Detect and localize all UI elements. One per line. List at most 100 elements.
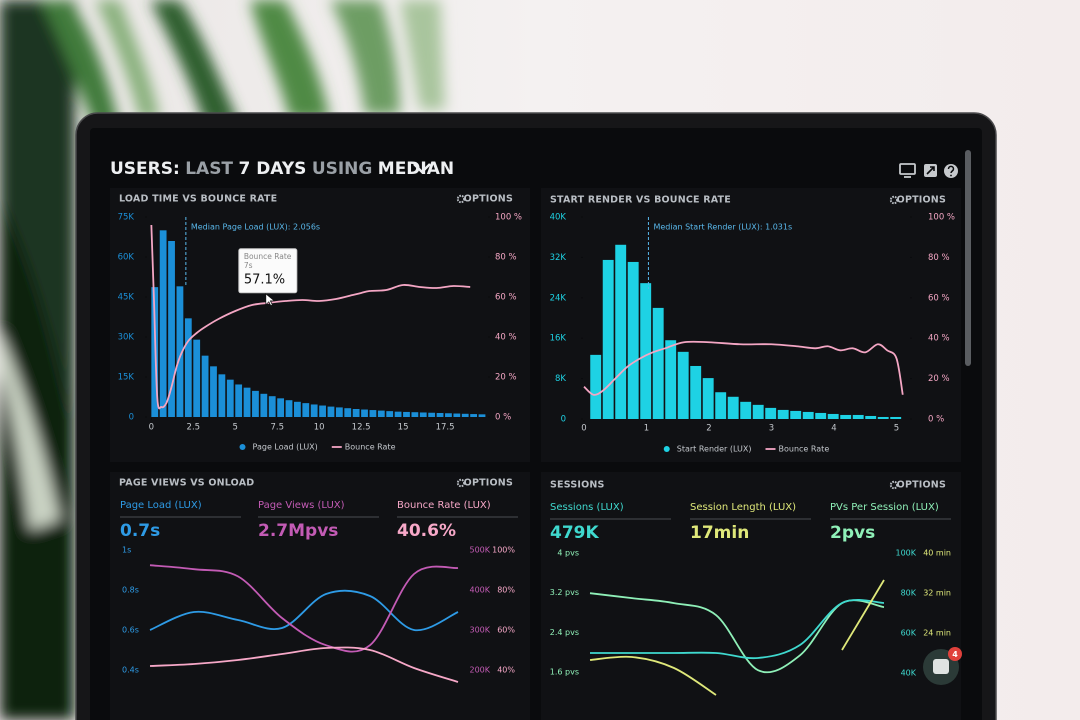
bar <box>690 365 702 419</box>
bar <box>168 241 175 417</box>
y-tick-label: 0 <box>561 415 566 425</box>
panel-background <box>110 472 530 720</box>
y2-tick-label: 80 % <box>495 253 517 263</box>
y-tick-label: 40K <box>550 213 567 223</box>
bar <box>411 412 419 417</box>
chat-badge <box>948 647 962 661</box>
bar <box>852 414 864 419</box>
bar <box>665 340 677 419</box>
bar <box>285 400 293 417</box>
y-tick-label: 60K <box>118 253 135 263</box>
bar <box>840 414 852 419</box>
y-tick-label: 0.8s <box>122 586 139 595</box>
options-button[interactable]: OPTIONS <box>464 194 513 205</box>
line-series <box>583 340 904 396</box>
bar <box>453 413 461 417</box>
y-tick-label: 4 pvs <box>557 548 579 557</box>
options-button[interactable]: OPTIONS <box>897 195 946 206</box>
y2-tick-label: 400K <box>469 586 490 595</box>
bar <box>403 411 410 417</box>
y-tick-label: 3.2 pvs <box>550 588 579 597</box>
chart-panel: SESSIONS OPTIONS 4 pvs 3.2 pvs 2.4 pvs 1.6 pv… <box>541 472 961 720</box>
bar <box>815 412 827 419</box>
bar <box>640 283 652 419</box>
options-button[interactable]: OPTIONS <box>897 480 946 491</box>
metric-value: 2pvs <box>830 523 875 543</box>
y2-tick-label: 200K <box>469 666 490 675</box>
y3-tick-label: 24 min <box>923 629 951 638</box>
y3-tick-label: 40 min <box>923 549 951 558</box>
y-tick-label: 1.6 pvs <box>550 668 579 677</box>
tooltip-box <box>238 248 298 294</box>
chart-panel: START RENDER VS BOUNCE RATE OPTIONS 0 8K 16K… <box>541 188 961 462</box>
bar <box>777 409 789 419</box>
y-tick-label: 15K <box>118 373 135 383</box>
scrollbar <box>965 150 971 366</box>
bar <box>159 230 167 417</box>
bar <box>210 366 217 417</box>
bar <box>436 413 444 417</box>
median-label: Median Start Render (LUX): 1.031s <box>653 223 792 232</box>
x-tick-label: 4 <box>831 424 836 434</box>
bar <box>790 410 802 419</box>
chat-badge-count: 4 <box>952 650 958 659</box>
bar <box>394 411 402 417</box>
x-tick-label: 15 <box>398 423 409 433</box>
options-gear <box>456 478 466 488</box>
bar <box>226 379 234 417</box>
chat-widget[interactable]: 4 <box>923 647 962 685</box>
legend-swatch <box>663 446 670 452</box>
metric-value: 0.7s <box>120 521 160 541</box>
leaf-highlight <box>0 330 60 530</box>
legend-label: Bounce Rate <box>345 443 396 452</box>
y3-tick-label: 100% <box>492 546 515 555</box>
title-part: LAST <box>185 159 233 179</box>
bar <box>344 408 352 417</box>
leaf <box>400 0 445 110</box>
metric-label: Page Views (LUX) <box>258 500 345 511</box>
metric-label: Sessions (LUX) <box>550 502 624 513</box>
bar <box>865 415 877 419</box>
chart-title: SESSIONS <box>550 480 605 491</box>
y2-tick-label: 0 % <box>928 415 944 425</box>
bar <box>702 378 714 419</box>
y3-tick-label: 40% <box>497 666 515 675</box>
help-dot <box>950 174 952 177</box>
x-tick-label: 5 <box>233 423 238 433</box>
dropdown-chevron[interactable] <box>413 163 431 174</box>
bar <box>727 396 739 419</box>
y-tick-label: 30K <box>118 333 135 343</box>
line-series <box>590 599 885 660</box>
y-tick-label: 8K <box>555 374 566 384</box>
line-series <box>149 589 459 632</box>
bar <box>765 407 777 419</box>
y2-tick-label: 60 % <box>928 293 950 303</box>
bar <box>218 374 226 417</box>
help-icon[interactable] <box>944 164 958 178</box>
bar <box>461 413 469 417</box>
metric-value: 40.6% <box>397 521 456 541</box>
y-tick-label: 0.6s <box>122 626 139 635</box>
cursor <box>265 293 276 307</box>
bar <box>294 401 301 417</box>
line-series <box>149 646 459 683</box>
x-tick-label: 2.5 <box>187 423 201 433</box>
chart-title: LOAD TIME VS BOUNCE RATE <box>119 194 277 205</box>
x-tick-label: 10 <box>314 423 325 433</box>
metric-value: 17min <box>690 523 749 543</box>
monitor-icon[interactable] <box>899 163 916 175</box>
y-tick-label: 1s <box>122 546 131 555</box>
y-tick-label: 32K <box>550 253 567 263</box>
legend-label: Start Render (LUX) <box>677 445 752 454</box>
bar <box>201 355 209 417</box>
bar <box>319 405 326 417</box>
x-tick-label: 3 <box>769 424 774 434</box>
leaf <box>150 0 240 125</box>
bar <box>752 404 764 419</box>
x-tick-label: 12.5 <box>352 423 371 433</box>
bar <box>184 318 192 417</box>
tooltip-x: 7s <box>244 261 253 270</box>
line-series <box>150 224 471 410</box>
options-button[interactable]: OPTIONS <box>464 478 513 489</box>
bar <box>627 261 639 419</box>
